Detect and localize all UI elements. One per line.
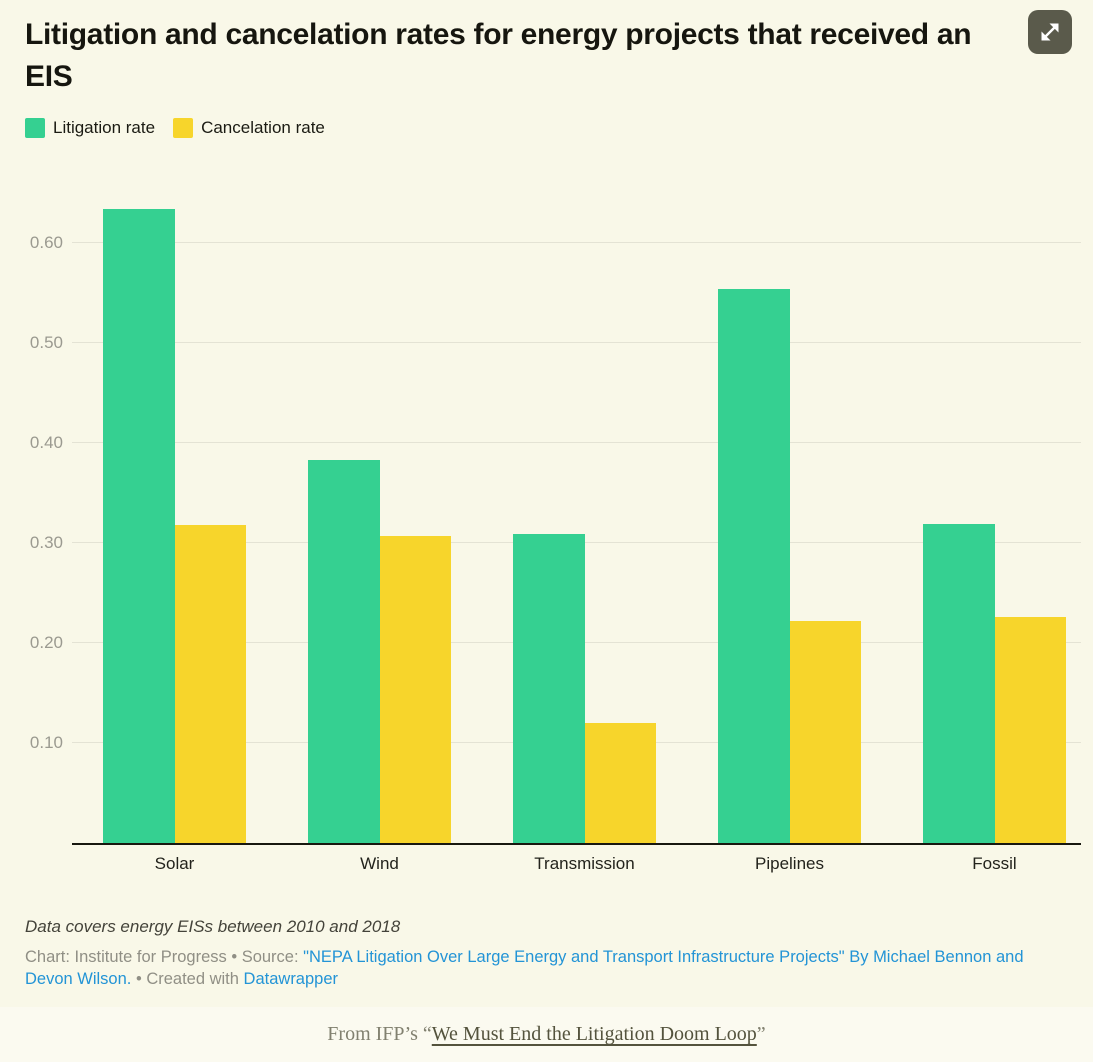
- bar-cancelation-rate-pipelines: [789, 621, 861, 843]
- chart-card: Litigation and cancelation rates for ene…: [25, 10, 1081, 990]
- bar-group-pipelines: Pipelines: [718, 183, 861, 873]
- bar-cancelation-rate-solar: [174, 525, 246, 843]
- bar-litigation-rate-solar: [103, 209, 175, 843]
- bar-cancelation-rate-wind: [379, 536, 451, 843]
- gridline-0.50: [72, 342, 1081, 343]
- bar-litigation-rate-fossil: [923, 524, 995, 843]
- datawrapper-link[interactable]: Datawrapper: [243, 970, 339, 988]
- y-tick-label-0.60: 0.60: [29, 233, 63, 252]
- data-note: Data covers energy EISs between 2010 and…: [25, 917, 401, 936]
- legend-swatch-cancelation-rate: [173, 118, 194, 138]
- y-tick-label-0.40: 0.40: [29, 433, 63, 452]
- chart-title: Litigation and cancelation rates for ene…: [25, 18, 972, 93]
- gridline-0.60: [72, 242, 1081, 243]
- caption-suffix: ”: [756, 1023, 766, 1045]
- legend-item-cancelation-rate: Cancelation rate: [173, 118, 325, 138]
- x-category-label-wind: Wind: [360, 854, 399, 873]
- x-category-label-solar: Solar: [154, 854, 195, 873]
- bar-group-fossil: Fossil: [923, 183, 1066, 873]
- legend-label: Litigation rate: [53, 118, 156, 137]
- attribution: Chart: Institute for Progress • Source: …: [25, 946, 1068, 990]
- gridline-0.40: [72, 442, 1081, 443]
- source-link[interactable]: "NEPA Litigation Over Large Energy and T…: [25, 948, 1024, 988]
- legend-item-litigation-rate: Litigation rate: [25, 118, 155, 138]
- expand-icon: [1041, 23, 1059, 41]
- bar-litigation-rate-pipelines: [718, 289, 790, 843]
- bar-group-wind: Wind: [308, 183, 451, 873]
- attribution-middle: • Created with: [131, 970, 244, 988]
- y-tick-label-0.10: 0.10: [29, 733, 63, 752]
- bar-group-transmission: Transmission: [513, 183, 656, 873]
- x-category-label-fossil: Fossil: [972, 854, 1017, 873]
- legend: Litigation rate Cancelation rate: [25, 118, 1068, 138]
- attribution-prefix: Chart: Institute for Progress • Source:: [25, 948, 304, 966]
- bar-cancelation-rate-transmission: [584, 723, 656, 843]
- x-category-label-pipelines: Pipelines: [755, 854, 824, 873]
- bar-litigation-rate-wind: [308, 460, 380, 843]
- x-axis-line: [72, 843, 1081, 845]
- caption-prefix: From IFP’s “: [327, 1023, 432, 1045]
- page-caption: From IFP’s “We Must End the Litigation D…: [0, 1007, 1093, 1062]
- bar-group-solar: Solar: [103, 183, 246, 873]
- bar-litigation-rate-transmission: [513, 534, 585, 843]
- bar-groups: Solar Wind Transmission Pipelines Fossil: [72, 183, 1081, 873]
- y-tick-label-0.20: 0.20: [29, 633, 63, 652]
- caption-link[interactable]: We Must End the Litigation Doom Loop: [431, 1023, 757, 1045]
- y-tick-label-0.30: 0.30: [29, 533, 63, 552]
- bar-chart: 0.10 0.20 0.30 0.40 0.50 0.60 Solar Wind Transm…: [30, 183, 1081, 873]
- expand-button[interactable]: [1028, 10, 1072, 54]
- bar-cancelation-rate-fossil: [994, 617, 1066, 843]
- y-tick-label-0.50: 0.50: [29, 333, 63, 352]
- legend-label: Cancelation rate: [201, 118, 325, 137]
- legend-swatch-litigation-rate: [25, 118, 45, 138]
- x-category-label-transmission: Transmission: [534, 854, 635, 873]
